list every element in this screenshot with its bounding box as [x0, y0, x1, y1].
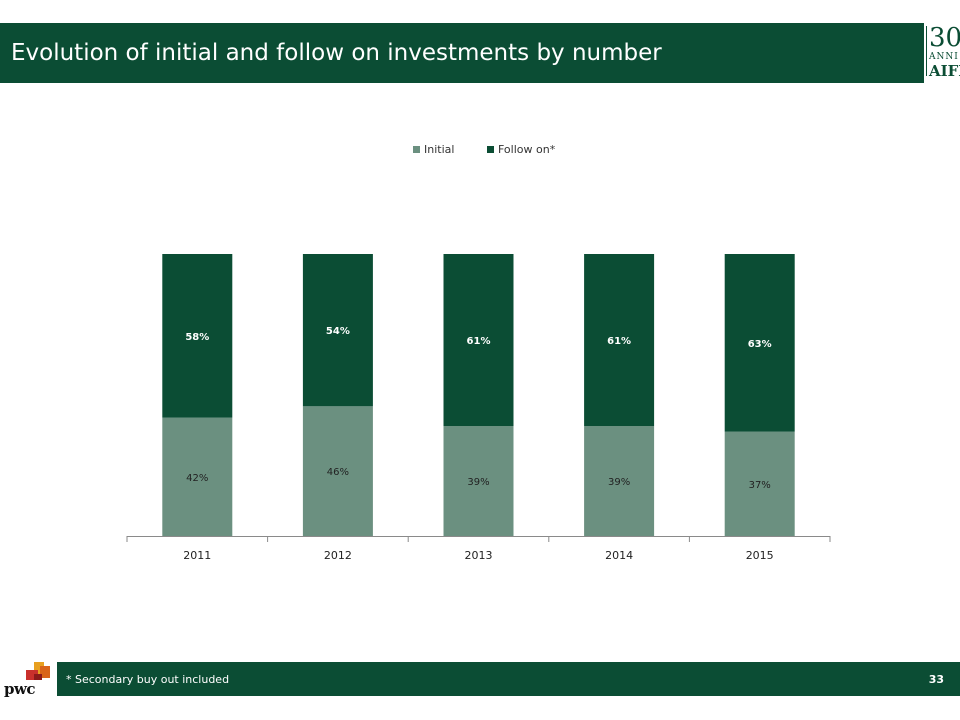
bar-1-2014 [584, 254, 655, 427]
footnote: * Secondary buy out included [66, 673, 230, 686]
x-tick-label-2012: 2012 [324, 549, 352, 562]
data-label-1-2015: 63% [748, 339, 772, 350]
data-label-1-2011: 58% [185, 332, 209, 343]
data-label-1-2012: 54% [326, 326, 350, 337]
x-tick-label-2011: 2011 [183, 549, 211, 562]
page-number: 33 [928, 673, 944, 686]
x-tick-label-2013: 2013 [465, 549, 493, 562]
bar-0-2015 [724, 431, 795, 536]
legend-swatch-0 [413, 146, 420, 153]
data-label-0-2013: 39% [467, 477, 489, 488]
data-label-0-2012: 46% [327, 467, 349, 478]
footer-bar: * Secondary buy out included 33 [57, 662, 960, 696]
legend-label-0: Initial [424, 143, 454, 156]
bar-1-2012 [302, 254, 373, 407]
data-label-0-2015: 37% [749, 480, 771, 491]
bar-0-2013 [443, 426, 514, 536]
data-label-1-2013: 61% [467, 336, 491, 347]
slide-title: Evolution of initial and follow on inves… [11, 40, 662, 66]
legend-swatch-1 [487, 146, 494, 153]
bar-0-2011 [162, 417, 233, 536]
bar-1-2011 [162, 254, 233, 418]
data-label-1-2014: 61% [607, 336, 631, 347]
bar-0-2012 [302, 406, 373, 536]
x-tick-label-2014: 2014 [605, 549, 633, 562]
aifi-logo-rule [926, 26, 927, 76]
bar-1-2015 [724, 254, 795, 432]
bar-0-2014 [584, 426, 655, 536]
slide-title-bar: Evolution of initial and follow on inves… [0, 23, 924, 83]
pwc-logo-icon [26, 662, 50, 680]
aifi-logo-anni: ANNI [929, 52, 959, 62]
data-label-0-2011: 42% [186, 473, 208, 484]
x-tick-label-2015: 2015 [746, 549, 774, 562]
aifi-logo-number: 30 [929, 23, 960, 53]
legend-label-1: Follow on* [498, 143, 556, 156]
data-label-0-2014: 39% [608, 477, 630, 488]
pwc-logo-text: pwc [4, 680, 36, 698]
bar-1-2013 [443, 254, 514, 427]
